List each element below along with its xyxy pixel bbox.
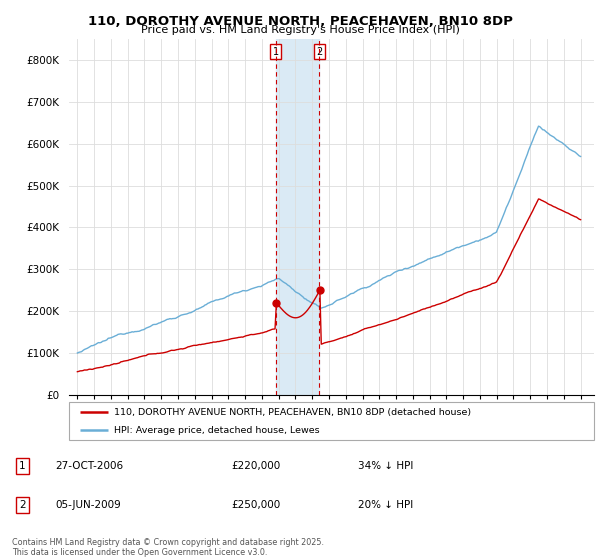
Text: 1: 1 (19, 461, 26, 471)
Text: £250,000: £250,000 (231, 500, 280, 510)
Text: 05-JUN-2009: 05-JUN-2009 (55, 500, 121, 510)
Bar (276, 39, 319, 395)
FancyBboxPatch shape (69, 402, 594, 440)
Text: Price paid vs. HM Land Registry's House Price Index (HPI): Price paid vs. HM Land Registry's House … (140, 25, 460, 35)
Text: 110, DOROTHY AVENUE NORTH, PEACEHAVEN, BN10 8DP: 110, DOROTHY AVENUE NORTH, PEACEHAVEN, B… (88, 15, 512, 27)
Text: 1: 1 (273, 46, 279, 57)
Text: 110, DOROTHY AVENUE NORTH, PEACEHAVEN, BN10 8DP (detached house): 110, DOROTHY AVENUE NORTH, PEACEHAVEN, B… (113, 408, 471, 417)
Text: 34% ↓ HPI: 34% ↓ HPI (358, 461, 413, 471)
Text: 2: 2 (316, 46, 323, 57)
Text: HPI: Average price, detached house, Lewes: HPI: Average price, detached house, Lewe… (113, 426, 319, 435)
Text: 20% ↓ HPI: 20% ↓ HPI (358, 500, 413, 510)
Text: 2: 2 (19, 500, 26, 510)
Text: Contains HM Land Registry data © Crown copyright and database right 2025.
This d: Contains HM Land Registry data © Crown c… (12, 538, 324, 557)
Text: 27-OCT-2006: 27-OCT-2006 (55, 461, 124, 471)
Text: £220,000: £220,000 (231, 461, 280, 471)
